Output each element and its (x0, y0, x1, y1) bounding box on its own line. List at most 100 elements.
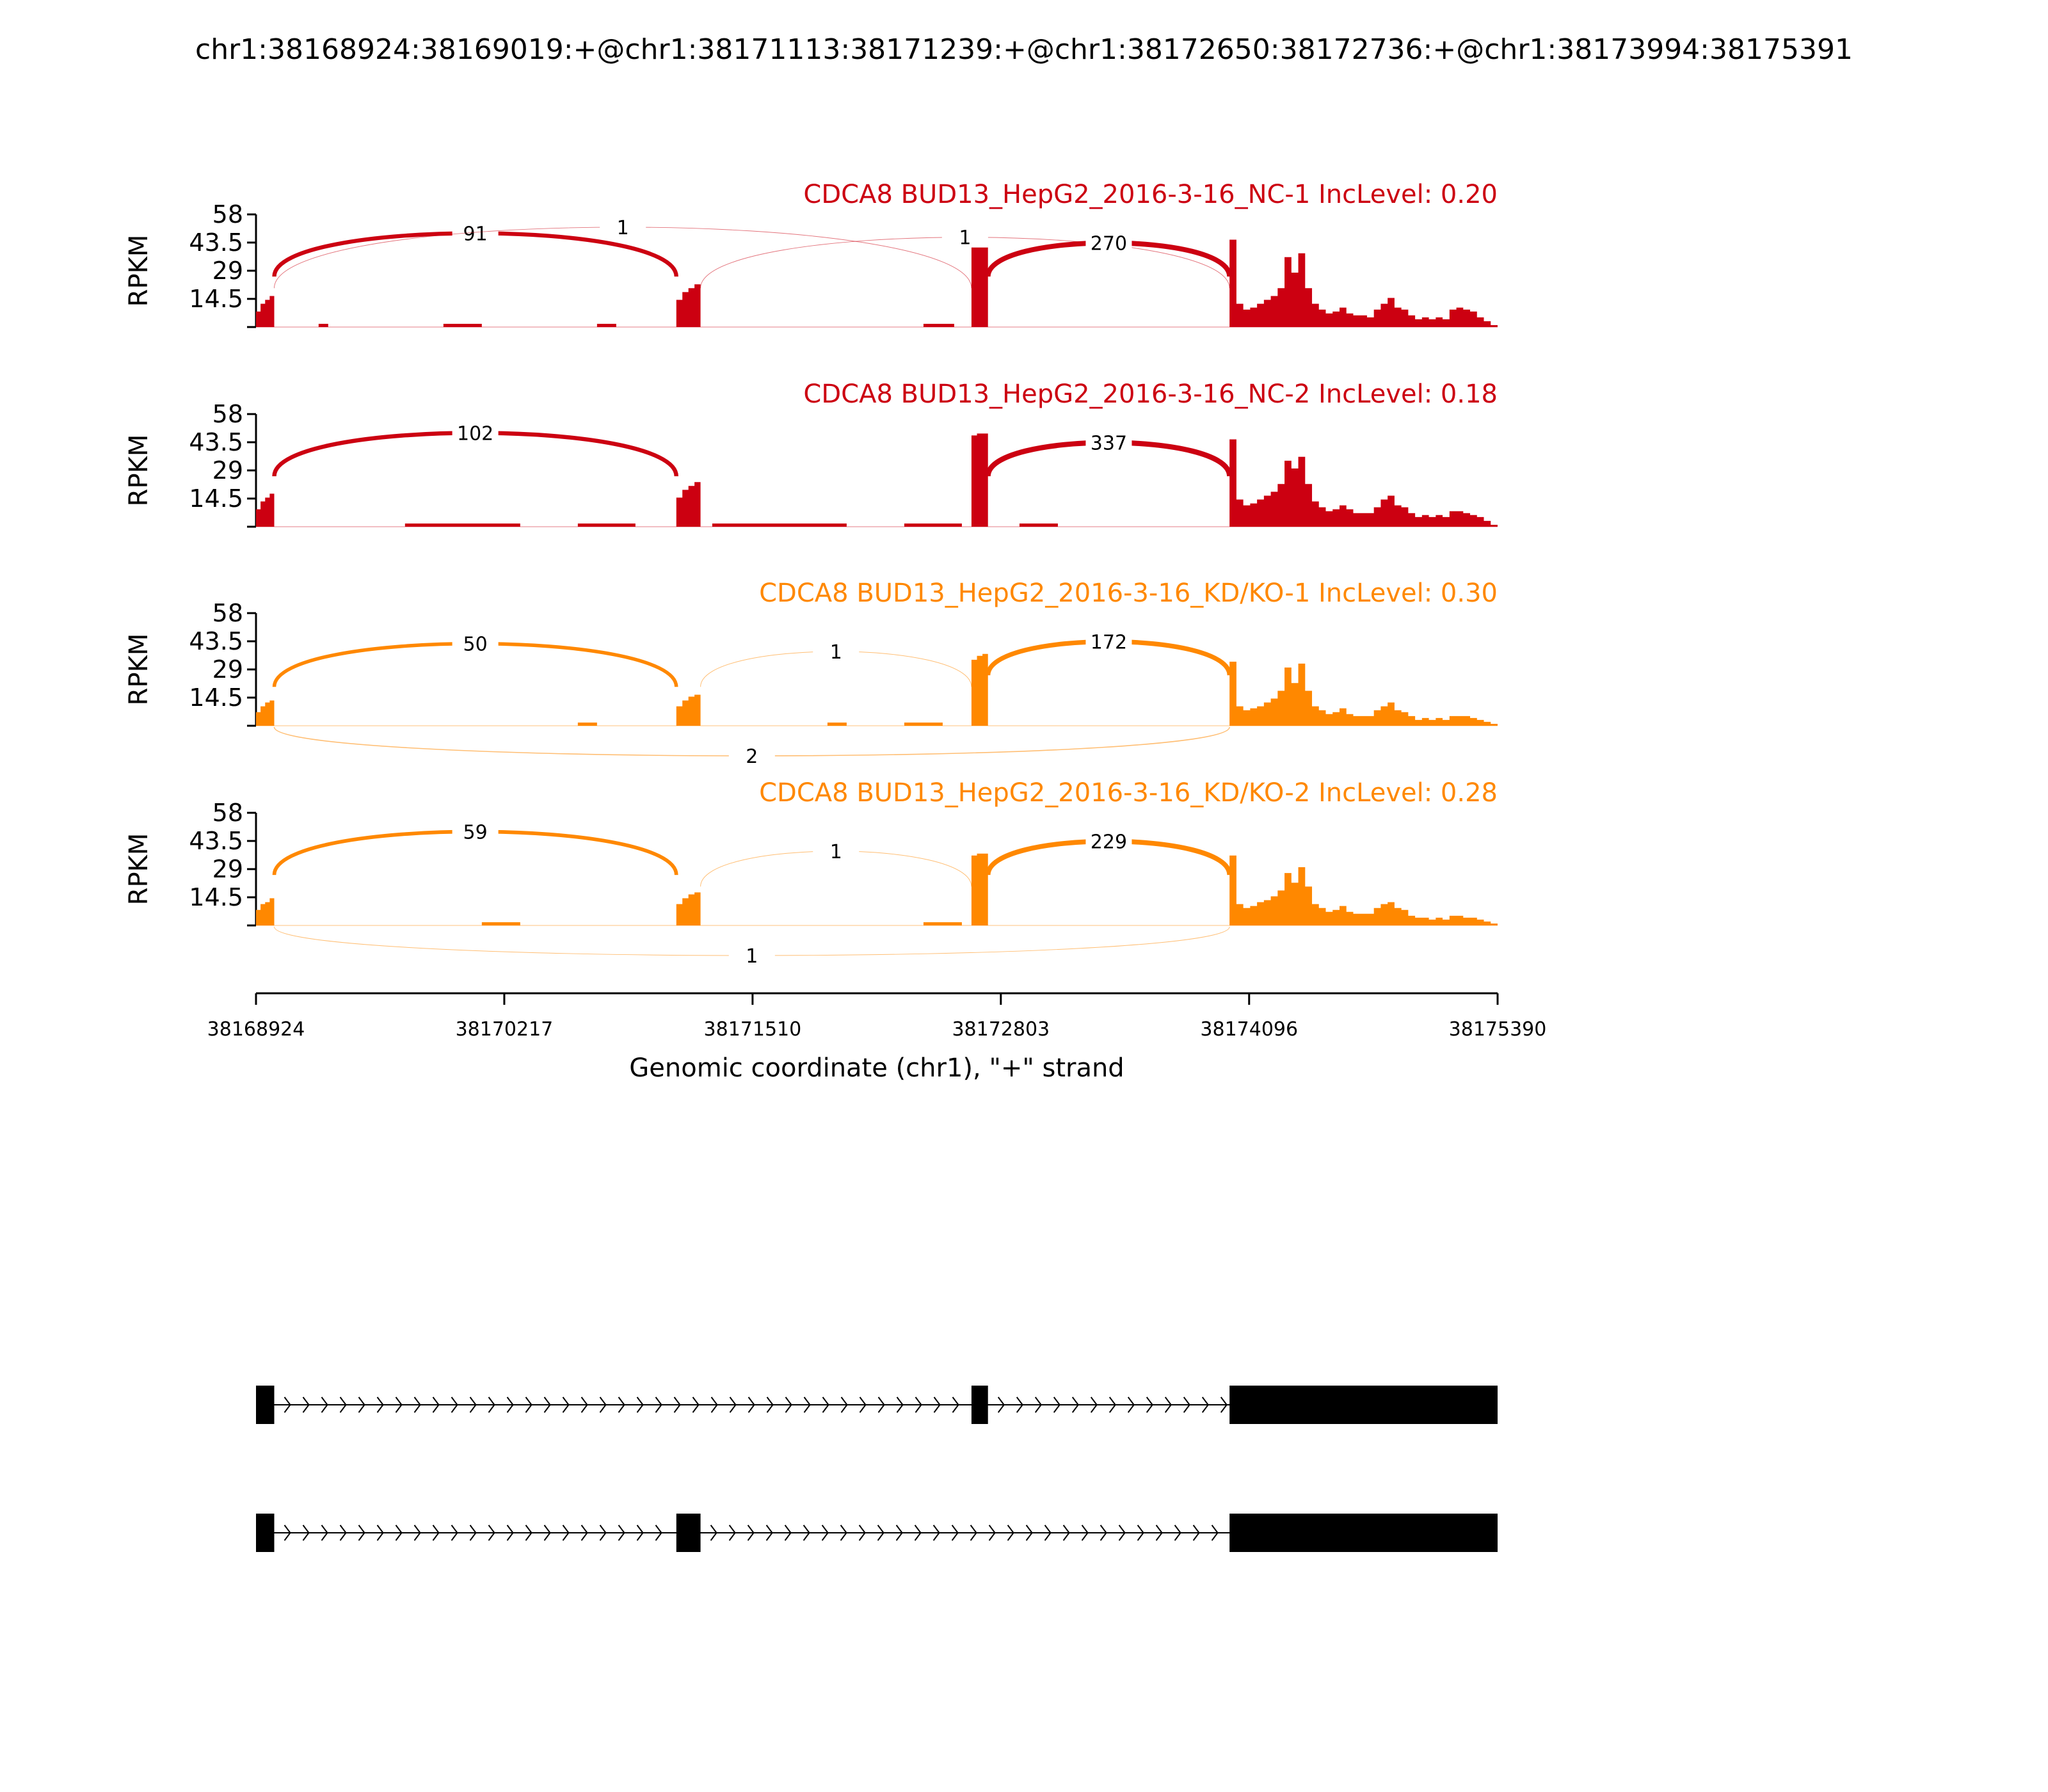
junction-count: 50 (463, 634, 488, 656)
coverage-track: CDCA8 BUD13_HepG2_2016-3-16_KD/KO-1 IncL… (124, 579, 1498, 768)
strand-arrow (1025, 1524, 1033, 1541)
isoform (256, 1386, 1498, 1424)
y-tick-label: 43.5 (189, 827, 243, 855)
strand-arrow (748, 1396, 755, 1413)
junction-label-bg (1085, 429, 1132, 453)
strand-arrow (580, 1396, 588, 1413)
strand-arrow (1062, 1524, 1070, 1541)
junction-count: 91 (463, 223, 488, 245)
coverage-area (971, 653, 988, 726)
junction-label-bg (452, 819, 499, 842)
strand-arrow (543, 1396, 551, 1413)
strand-arrow (1016, 1396, 1023, 1413)
exon-block (1229, 1386, 1498, 1424)
strand-arrow (997, 1396, 1005, 1413)
x-tick-label: 38175390 (1449, 1018, 1547, 1041)
coverage-area (676, 284, 701, 327)
coverage-area (256, 493, 275, 527)
y-tick-label: 58 (212, 799, 243, 827)
strand-arrow (1044, 1524, 1052, 1541)
strand-arrow (376, 1524, 384, 1541)
strand-arrow (543, 1524, 551, 1541)
y-tick-label: 58 (212, 400, 243, 428)
strand-arrow (1034, 1396, 1042, 1413)
strand-arrow (896, 1396, 904, 1413)
junction-count: 1 (617, 217, 629, 239)
strand-arrow (1155, 1524, 1163, 1541)
strand-arrow (1146, 1396, 1153, 1413)
coverage-area (256, 898, 275, 925)
junction-label-bg (728, 743, 775, 766)
strand-arrow (1108, 1396, 1116, 1413)
strand-arrow (488, 1396, 495, 1413)
coverage-track: CDCA8 BUD13_HepG2_2016-3-16_NC-1 IncLeve… (124, 180, 1498, 328)
strand-arrow (488, 1524, 495, 1541)
junction-label-bg (1085, 828, 1132, 852)
strand-arrow (358, 1396, 365, 1413)
strand-arrow (877, 1524, 884, 1541)
junction-label-bg (1085, 628, 1132, 652)
strand-arrow (525, 1524, 532, 1541)
isoform (256, 1514, 1498, 1552)
exon-block (1229, 1514, 1498, 1552)
strand-arrow (840, 1396, 848, 1413)
junction-count: 1 (830, 841, 842, 863)
coverage-blip (404, 523, 520, 527)
strand-arrow (747, 1524, 755, 1541)
strand-arrow (692, 1396, 700, 1413)
strand-arrow (655, 1524, 662, 1541)
strand-arrow (1090, 1396, 1098, 1413)
strand-arrow (951, 1524, 959, 1541)
y-tick-label: 14.5 (189, 883, 243, 911)
strand-arrow (785, 1396, 792, 1413)
strand-arrow (395, 1396, 403, 1413)
y-tick-label: 43.5 (189, 428, 243, 456)
track-title: CDCA8 BUD13_HepG2_2016-3-16_KD/KO-2 IncL… (759, 778, 1498, 808)
strand-arrow (321, 1524, 328, 1541)
strand-arrow (710, 1396, 718, 1413)
y-tick-label: 14.5 (189, 484, 243, 513)
strand-arrow (339, 1524, 347, 1541)
coverage-blip (577, 722, 597, 726)
junction-label-bg (600, 214, 646, 237)
x-tick-label: 38170217 (456, 1018, 554, 1041)
strand-arrow (1127, 1396, 1135, 1413)
x-axis: 38168924 38170217 38171510 38172803 38174096… (207, 992, 1547, 1083)
strand-arrow (636, 1524, 644, 1541)
strand-arrow (1164, 1396, 1172, 1413)
strand-arrow (970, 1524, 977, 1541)
coverage-area (971, 245, 988, 327)
strand-arrow (1053, 1396, 1060, 1413)
strand-arrow (914, 1524, 922, 1541)
y-axis-label: RPKM (124, 435, 154, 507)
coverage-track: CDCA8 BUD13_HepG2_2016-3-16_NC-2 IncLeve… (124, 380, 1498, 528)
junction-count: 59 (463, 821, 488, 844)
coverage-area (1229, 239, 1498, 327)
coverage-area (1229, 855, 1498, 925)
coverage-track: CDCA8 BUD13_HepG2_2016-3-16_KD/KO-2 IncL… (124, 778, 1498, 968)
strand-arrow (1183, 1396, 1190, 1413)
strand-arrow (321, 1396, 328, 1413)
track-title: CDCA8 BUD13_HepG2_2016-3-16_NC-1 IncLeve… (803, 180, 1498, 209)
coverage-blip (904, 523, 962, 527)
track-title: CDCA8 BUD13_HepG2_2016-3-16_KD/KO-1 IncL… (759, 579, 1498, 608)
strand-arrow (728, 1524, 736, 1541)
y-tick-label: 58 (212, 200, 243, 228)
y-axis-label: RPKM (124, 833, 154, 906)
strand-arrow (469, 1524, 477, 1541)
junction-label-bg (813, 838, 860, 861)
coverage-blip (577, 523, 636, 527)
strand-arrow (1174, 1524, 1181, 1541)
strand-arrow (636, 1396, 644, 1413)
y-axis-label: RPKM (124, 634, 154, 706)
strand-arrow (895, 1524, 903, 1541)
junction-label-bg (941, 224, 988, 248)
strand-arrow (729, 1396, 737, 1413)
coverage-tracks: CDCA8 BUD13_HepG2_2016-3-16_NC-1 IncLeve… (124, 180, 1498, 968)
figure-title: chr1:38168924:38169019:+@chr1:38171113:3… (195, 33, 1853, 66)
y-tick-label: 29 (212, 456, 243, 484)
junction-count: 102 (457, 422, 493, 445)
x-tick-label: 38174096 (1200, 1018, 1298, 1041)
x-tick-label: 38172803 (952, 1018, 1050, 1041)
strand-arrow (413, 1524, 421, 1541)
